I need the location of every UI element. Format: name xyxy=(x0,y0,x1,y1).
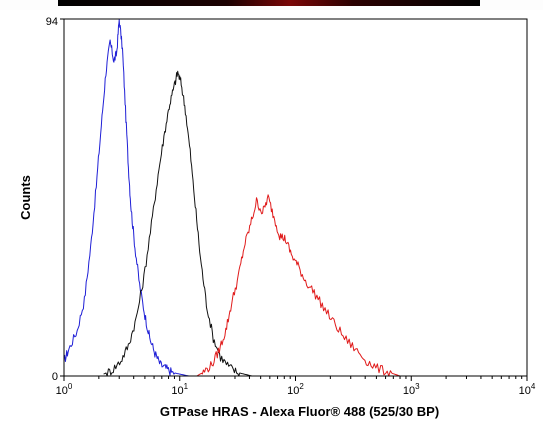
axis-layer: 100 101 102 103 104 0 94 xyxy=(46,16,536,397)
series-line-1 xyxy=(103,70,253,377)
x-tick-label: 101 xyxy=(171,382,188,397)
y-tick-label: 0 xyxy=(52,371,58,383)
series-line-0 xyxy=(63,19,190,377)
x-tick-label: 102 xyxy=(287,382,304,397)
x-tick-label: 104 xyxy=(519,382,536,397)
plot-frame xyxy=(63,18,528,377)
y-tick-label: 94 xyxy=(46,16,58,28)
cropped-microscopy-image xyxy=(58,0,480,6)
x-tick-label: 100 xyxy=(56,382,73,397)
x-axis-title: GTPase HRAS - Alexa Fluor® 488 (525/30 B… xyxy=(160,404,439,419)
y-axis-title: Counts xyxy=(18,175,33,220)
series-line-2 xyxy=(196,194,401,377)
top-image-strip xyxy=(0,0,543,10)
series-layer xyxy=(63,19,401,377)
x-tick-label: 103 xyxy=(403,382,420,397)
